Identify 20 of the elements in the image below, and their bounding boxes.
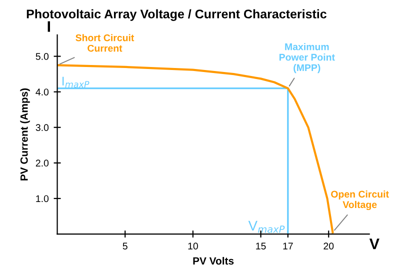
x-tick-label: 17 [283, 242, 293, 250]
text: I [48, 21, 50, 32]
y-tick-label: 5.0 [36, 53, 49, 60]
y-tick-label: 2.0 [36, 160, 49, 167]
chart-title: Photovoltaic Array Voltage / Current Characteristic [26, 9, 326, 21]
y-axis-title: PV Current (Amps) [20, 88, 30, 180]
text: V [369, 238, 380, 250]
x-tick-label: 20 [324, 242, 334, 250]
x-tick-label: 10 [188, 242, 198, 250]
x-tick-label: 5 [122, 242, 128, 250]
y-tick-label: 3.0 [36, 124, 49, 132]
y-tick-label: 4.0 [36, 88, 49, 96]
annotation: Maximum Power Point (MPP) [279, 43, 335, 74]
x-tick-label: 15 [256, 242, 266, 250]
annotation: Open Circuit Voltage [331, 190, 389, 210]
x-axis-title: PV Volts [193, 256, 234, 265]
y-tick-label: 1.0 [36, 195, 49, 202]
annotation: Short Circuit Current [76, 34, 134, 52]
ref-line-label: I$_{maxP}$ [62, 76, 90, 88]
ref-line-label: V$_{maxP}$ [248, 220, 285, 233]
